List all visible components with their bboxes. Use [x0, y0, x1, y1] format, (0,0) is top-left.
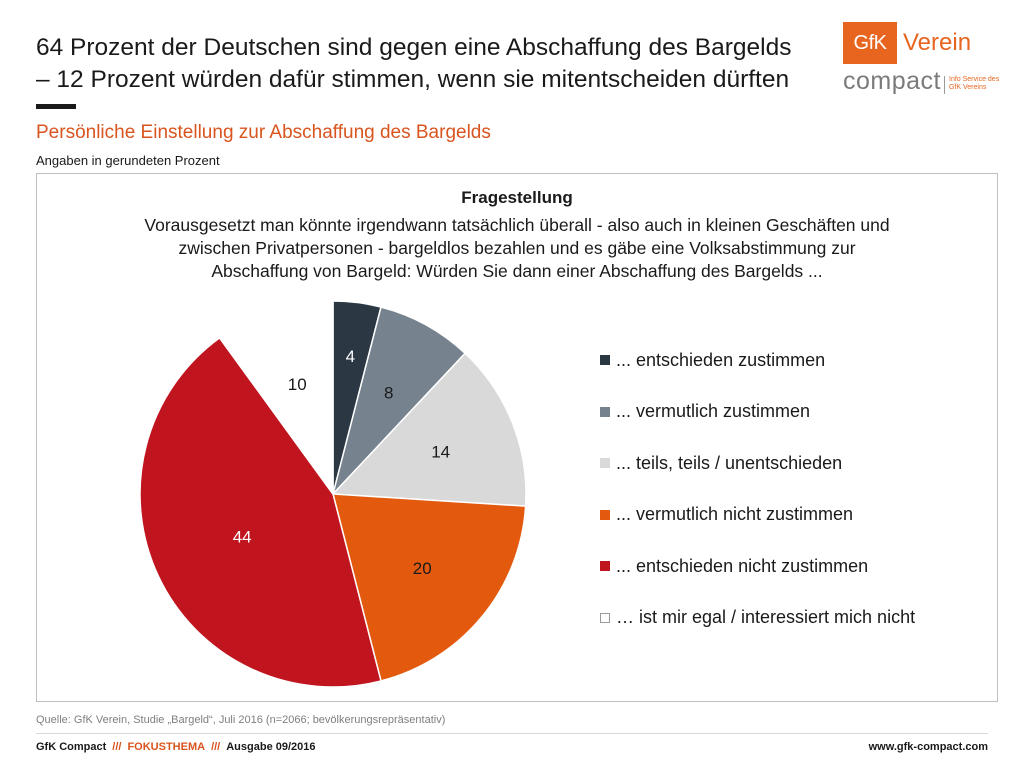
footer-issue: Ausgabe 09/2016: [226, 741, 316, 753]
unit-note: Angaben in gerundeten Prozent: [36, 153, 220, 168]
footer-separator-2: ///: [211, 741, 221, 753]
footer-separator-1: ///: [112, 741, 122, 753]
footer-divider: [36, 733, 988, 734]
legend-swatch-3: [600, 458, 610, 468]
headline-underline: [36, 104, 76, 109]
legend-label-5: ... entschieden nicht zustimmen: [616, 555, 869, 576]
footer-section: FOKUSTHEMA: [127, 741, 206, 753]
question-line-1: Vorausgesetzt man könnte irgendwann tats…: [144, 215, 890, 235]
question-text: Vorausgesetzt man könnte irgendwann tats…: [67, 214, 967, 283]
footer-url[interactable]: www.gfk-compact.com: [868, 741, 988, 753]
legend-item-5: ... entschieden nicht zustimmen: [600, 554, 868, 578]
question-title: Fragestellung: [461, 188, 573, 207]
source-note: Quelle: GfK Verein, Studie „Bargeld“, Ju…: [36, 714, 446, 726]
headline-line-2: – 12 Prozent würden dafür stimmen, wenn …: [36, 66, 790, 93]
legend-label-2: ... vermutlich zustimmen: [616, 401, 811, 421]
logo-verein-text: Verein: [903, 29, 972, 56]
legend-item-2: ... vermutlich zustimmen: [600, 400, 810, 424]
legend-item-3: ... teils, teils / unentschieden: [600, 451, 842, 475]
legend-item-1: ... entschieden zustimmen: [600, 348, 825, 372]
logo-compact-text: compact: [843, 67, 941, 95]
logo-info-line-1: Info Service des: [949, 76, 1000, 83]
legend-item-6: … ist mir egal / interessiert mich nicht: [600, 606, 915, 630]
legend-label-6: … ist mir egal / interessiert mich nicht: [616, 607, 916, 627]
legend-swatch-4: [600, 509, 610, 520]
footer-brand: GfK Compact: [36, 741, 107, 753]
gfk-verein-logo: GfK Verein compact Info Service des GfK …: [843, 22, 1003, 102]
legend-swatch-5: [600, 561, 610, 571]
logo-gfk-box: GfK: [843, 22, 897, 64]
footer-left: GfK Compact /// FOKUSTHEMA /// Ausgabe 09/20…: [36, 741, 316, 753]
logo-info-text: Info Service des GfK Vereins: [949, 76, 1005, 92]
chart-frame: Fragestellung Vorausgesetzt man könnte i…: [36, 173, 998, 702]
question-line-3: Abschaffung von Bargeld: Würden Sie dann…: [211, 261, 823, 281]
page-title: 64 Prozent der Deutschen sind gegen eine…: [36, 32, 836, 96]
headline-line-1: 64 Prozent der Deutschen sind gegen eine…: [36, 34, 792, 61]
logo-divider: [944, 76, 945, 94]
legend-swatch-6: [600, 612, 610, 623]
logo-info-line-2: GfK Vereins: [949, 84, 987, 91]
legend-swatch-1: [600, 355, 610, 365]
legend-label-1: ... entschieden zustimmen: [616, 349, 826, 370]
legend-item-4: ... vermutlich nicht zustimmen: [600, 503, 853, 527]
chart-subtitle: Persönliche Einstellung zur Abschaffung …: [36, 122, 491, 143]
legend-swatch-2: [600, 406, 610, 417]
question-line-2: zwischen Privatpersonen - bargeldlos bez…: [178, 238, 856, 258]
legend-label-3: ... teils, teils / unentschieden: [616, 452, 843, 473]
legend-label-4: ... vermutlich nicht zustimmen: [616, 504, 854, 524]
